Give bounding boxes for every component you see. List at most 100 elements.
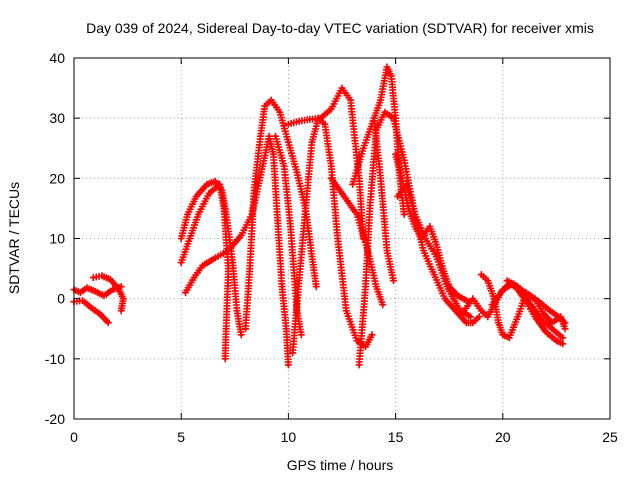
data-point bbox=[361, 146, 365, 150]
data-point bbox=[342, 194, 346, 198]
series-markers bbox=[284, 84, 367, 242]
data-point bbox=[235, 309, 239, 313]
y-axis-label: SDTVAR / TECUs bbox=[6, 182, 22, 294]
series-track-9 bbox=[284, 84, 367, 242]
y-tick-label: 30 bbox=[49, 110, 65, 126]
data-point bbox=[522, 297, 526, 301]
data-point bbox=[516, 285, 520, 289]
data-point bbox=[381, 303, 385, 307]
series-track-20 bbox=[503, 277, 569, 327]
data-point bbox=[280, 285, 284, 289]
data-point bbox=[252, 188, 256, 192]
data-point bbox=[464, 321, 468, 325]
data-point bbox=[486, 279, 490, 283]
y-tick-label: 10 bbox=[49, 231, 65, 247]
data-point bbox=[117, 288, 121, 292]
data-point bbox=[548, 309, 552, 313]
data-point bbox=[278, 110, 282, 114]
y-tick-label: -10 bbox=[45, 351, 65, 367]
data-point bbox=[374, 285, 378, 289]
data-point bbox=[432, 273, 436, 277]
data-point bbox=[479, 273, 483, 277]
series-markers bbox=[182, 132, 292, 369]
data-point bbox=[188, 237, 192, 240]
data-point bbox=[91, 276, 95, 280]
data-point bbox=[222, 206, 226, 210]
data-point bbox=[239, 234, 243, 237]
data-point bbox=[505, 279, 509, 283]
data-point bbox=[310, 255, 314, 258]
data-point bbox=[516, 315, 520, 319]
data-point bbox=[263, 104, 267, 108]
data-point bbox=[501, 333, 505, 337]
data-point bbox=[223, 357, 227, 361]
y-tick-label: 40 bbox=[49, 50, 65, 66]
data-point bbox=[563, 327, 567, 331]
data-point bbox=[196, 212, 200, 216]
data-point bbox=[351, 182, 355, 186]
data-point bbox=[286, 122, 290, 126]
series-track-7 bbox=[242, 96, 320, 333]
data-point bbox=[282, 164, 286, 168]
data-point bbox=[192, 276, 196, 280]
data-point bbox=[276, 218, 280, 222]
data-point bbox=[289, 225, 292, 228]
data-point bbox=[244, 327, 247, 331]
data-point bbox=[239, 333, 243, 337]
data-point bbox=[383, 110, 387, 114]
ticks: 0 5 10 15 20 25 -20 -10 0 10 20 30 40 bbox=[45, 50, 618, 445]
data-point bbox=[207, 191, 211, 195]
data-point bbox=[364, 345, 368, 349]
data-point bbox=[295, 309, 299, 313]
data-point bbox=[344, 309, 348, 313]
data-point bbox=[385, 65, 389, 69]
series-track-8 bbox=[289, 114, 376, 357]
data-point bbox=[368, 206, 372, 210]
data-point bbox=[108, 277, 112, 281]
data-point bbox=[392, 116, 395, 120]
data-point bbox=[231, 261, 235, 265]
series-track-6 bbox=[182, 132, 292, 369]
data-point bbox=[286, 140, 290, 144]
data-point bbox=[274, 134, 277, 138]
data-point bbox=[561, 342, 565, 346]
data-point bbox=[102, 294, 106, 298]
data-point bbox=[497, 321, 500, 325]
data-point bbox=[259, 134, 262, 138]
data-point bbox=[89, 306, 93, 310]
data-point bbox=[357, 363, 361, 367]
data-point bbox=[267, 134, 271, 138]
data-point bbox=[329, 107, 333, 111]
data-point bbox=[98, 312, 102, 316]
series-markers bbox=[70, 297, 112, 327]
data-point bbox=[248, 267, 252, 271]
data-point bbox=[554, 339, 558, 343]
data-point bbox=[492, 303, 496, 307]
data-point bbox=[454, 309, 458, 313]
data-point bbox=[194, 194, 198, 198]
data-point bbox=[471, 297, 475, 301]
data-point bbox=[561, 336, 565, 340]
data-point bbox=[319, 116, 323, 120]
data-point bbox=[85, 286, 89, 290]
data-point bbox=[179, 237, 183, 240]
data-point bbox=[542, 312, 545, 316]
x-tick-label: 20 bbox=[495, 429, 511, 445]
data-point bbox=[434, 243, 438, 246]
data-point bbox=[295, 170, 299, 174]
data-point bbox=[100, 274, 104, 278]
data-point bbox=[557, 315, 560, 319]
x-tick-label: 25 bbox=[602, 429, 618, 445]
data-point bbox=[218, 182, 222, 186]
chart-title: Day 039 of 2024, Sidereal Day-to-day VTE… bbox=[86, 20, 594, 36]
series-layer bbox=[70, 63, 569, 369]
data-point bbox=[370, 333, 374, 337]
data-point bbox=[379, 98, 383, 102]
x-tick-label: 15 bbox=[388, 429, 404, 445]
data-point bbox=[407, 206, 410, 210]
data-point bbox=[364, 285, 368, 289]
data-point bbox=[533, 315, 537, 319]
data-point bbox=[402, 212, 406, 216]
data-point bbox=[269, 98, 273, 102]
